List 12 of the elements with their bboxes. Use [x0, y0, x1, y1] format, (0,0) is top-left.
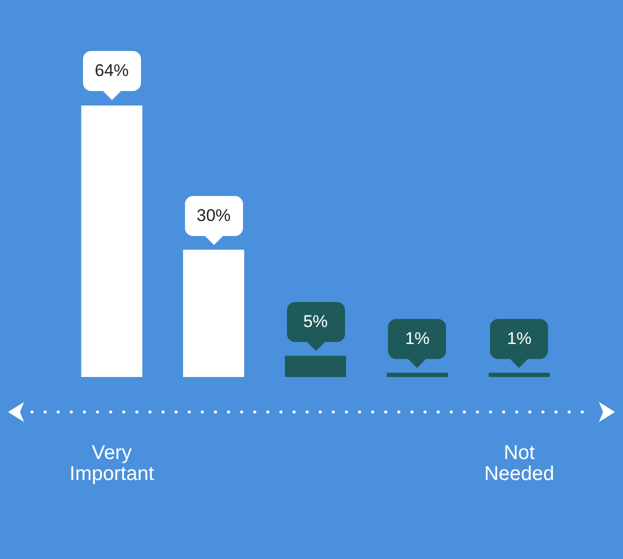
- x-tick-label: Very Important: [70, 442, 154, 486]
- data-label: 64%: [82, 51, 141, 92]
- data-label: 1%: [388, 318, 446, 359]
- data-label: 30%: [184, 196, 243, 236]
- bar: [488, 372, 550, 377]
- bar: [386, 372, 448, 377]
- bar: [81, 105, 142, 377]
- bar: [284, 356, 346, 377]
- x-tick-label: Not Needed: [484, 442, 554, 486]
- data-label: 5%: [286, 302, 344, 342]
- bar: [183, 250, 244, 377]
- data-label: 1%: [490, 318, 548, 359]
